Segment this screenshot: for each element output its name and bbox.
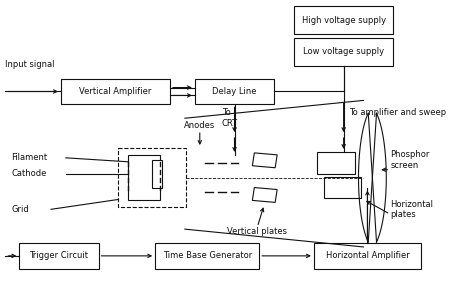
Text: Time Base Generator: Time Base Generator xyxy=(163,251,252,260)
Text: Low voltage supply: Low voltage supply xyxy=(303,47,384,56)
Polygon shape xyxy=(252,188,277,202)
Polygon shape xyxy=(252,153,277,168)
Bar xyxy=(118,148,186,207)
Bar xyxy=(294,38,393,66)
Bar xyxy=(195,79,274,104)
Text: Horizontal Amplifier: Horizontal Amplifier xyxy=(326,251,410,260)
Text: Phosphor
screen: Phosphor screen xyxy=(390,150,429,170)
Bar xyxy=(152,160,162,188)
Bar xyxy=(317,152,355,174)
Text: High voltage supply: High voltage supply xyxy=(301,16,386,25)
Bar xyxy=(314,243,421,269)
Bar xyxy=(128,155,160,200)
Text: Trigger Circuit: Trigger Circuit xyxy=(29,251,89,260)
Text: To
CRT: To CRT xyxy=(222,108,238,128)
Bar xyxy=(324,177,362,198)
Text: Delay Line: Delay Line xyxy=(212,87,257,96)
Bar xyxy=(155,243,259,269)
Text: Grid: Grid xyxy=(11,205,29,214)
Text: Horizontal
plates: Horizontal plates xyxy=(390,200,433,219)
Text: Vertical Amplifier: Vertical Amplifier xyxy=(79,87,152,96)
Bar xyxy=(61,79,170,104)
Bar xyxy=(19,243,99,269)
Bar xyxy=(294,6,393,34)
Text: Vertical plates: Vertical plates xyxy=(228,227,287,236)
Text: Filament: Filament xyxy=(11,153,47,162)
Text: To amplifier and sweep: To amplifier and sweep xyxy=(348,108,446,117)
Text: Input signal: Input signal xyxy=(5,60,55,69)
Text: Cathode: Cathode xyxy=(11,169,46,178)
Text: Anodes: Anodes xyxy=(184,121,215,130)
